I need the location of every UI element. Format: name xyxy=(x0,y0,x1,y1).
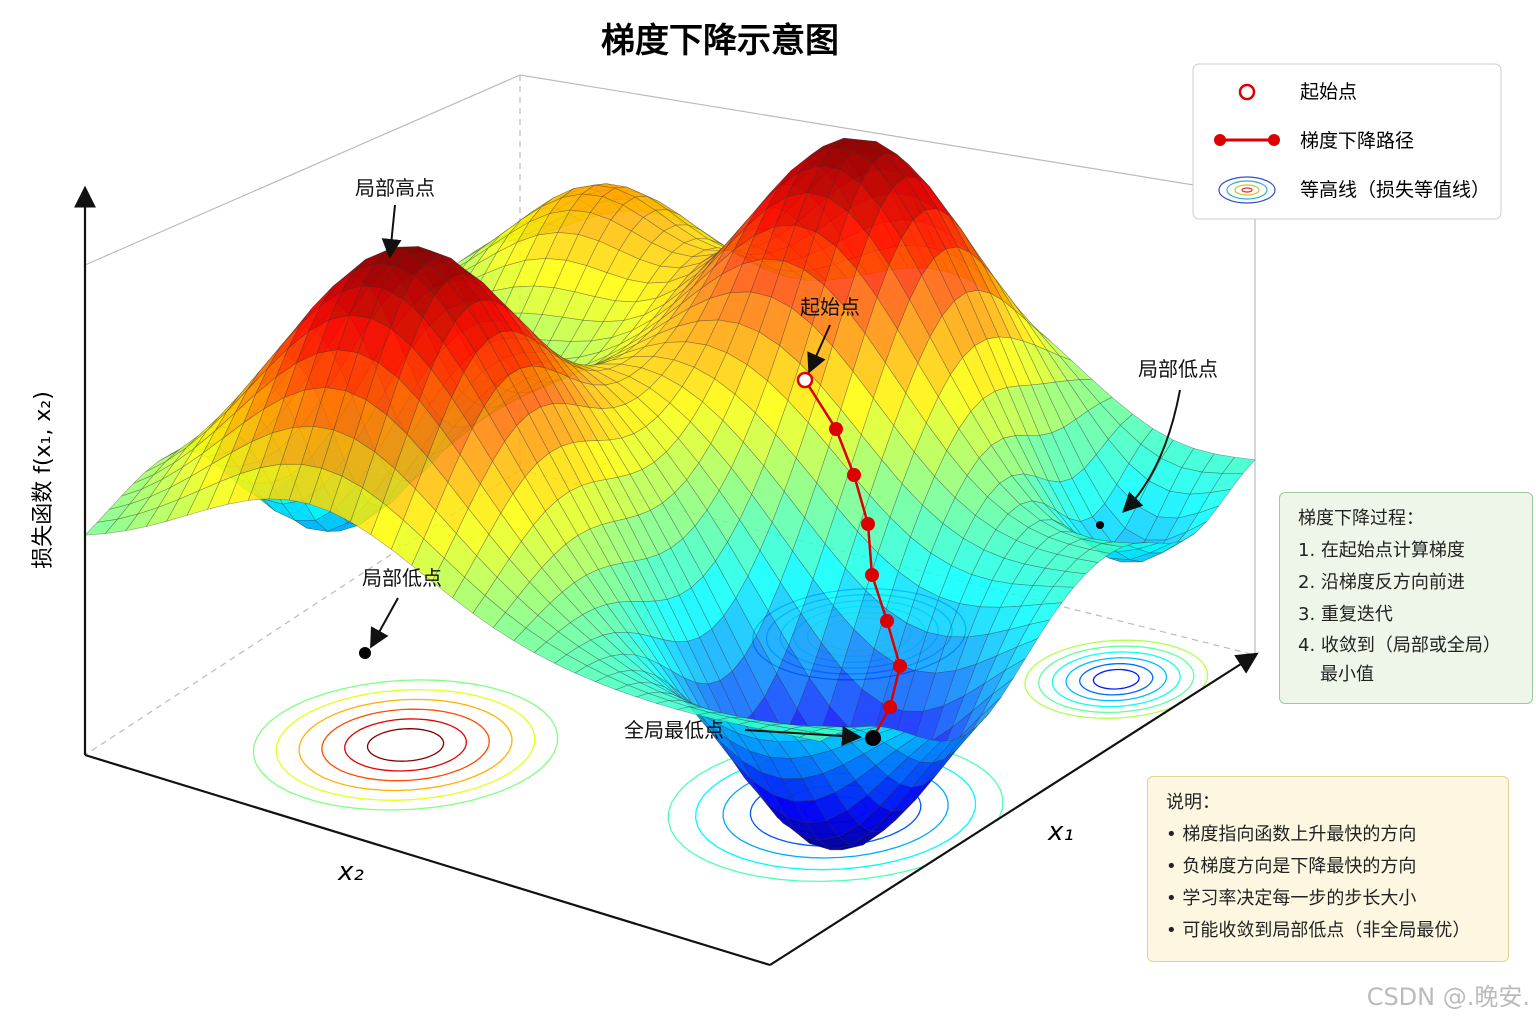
process-item: 3. 重复迭代 xyxy=(1298,604,1393,625)
contour xyxy=(275,688,536,801)
z-axis-label: 损失函数 f(x₁, x₂) xyxy=(31,391,56,569)
process-box: 梯度下降过程： 1. 在起始点计算梯度 2. 沿梯度反方向前进 3. 重复迭代 … xyxy=(1279,492,1533,704)
contour xyxy=(252,679,559,811)
contour xyxy=(1038,645,1195,714)
annotation-arrows xyxy=(370,204,1181,746)
contour xyxy=(298,698,513,792)
watermark: CSDN @.晚安. xyxy=(1367,983,1530,1011)
contour xyxy=(1065,657,1168,702)
notes-item: • 负梯度方向是下降最快的方向 xyxy=(1166,856,1417,877)
legend-entry: 等高线（损失等值线） xyxy=(1300,179,1490,201)
x1-axis-label: x₁ xyxy=(1047,817,1074,847)
contour xyxy=(1024,639,1209,719)
contour xyxy=(366,728,445,762)
gradient-path xyxy=(359,371,1104,746)
annotation: 局部低点 xyxy=(1138,357,1218,381)
contour xyxy=(1079,662,1154,696)
annotation: 局部高点 xyxy=(355,176,435,200)
legend: 起始点 梯度下降路径 等高线（损失等值线） xyxy=(1192,63,1502,220)
process-title: 梯度下降过程： xyxy=(1298,508,1424,529)
process-item: 4. 收敛到（局部或全局）最小值 xyxy=(1298,635,1501,685)
annotation: 局部低点 xyxy=(362,566,442,590)
axes xyxy=(74,185,1259,967)
notes-item: • 可能收敛到局部低点（非全局最优） xyxy=(1166,920,1471,941)
legend-entry: 梯度下降路径 xyxy=(1300,130,1414,152)
title: 梯度下降示意图 xyxy=(601,21,839,61)
annotation: 全局最低点 xyxy=(624,718,724,742)
x2-axis-label: x₂ xyxy=(337,857,364,887)
process-item: 1. 在起始点计算梯度 xyxy=(1298,540,1465,561)
notes-title: 说明： xyxy=(1166,792,1220,813)
process-item: 2. 沿梯度反方向前进 xyxy=(1298,572,1465,593)
annotation: 起始点 xyxy=(800,295,860,319)
notes-item: • 学习率决定每一步的步长大小 xyxy=(1166,888,1417,909)
notes-item: • 梯度指向函数上升最快的方向 xyxy=(1166,824,1417,845)
contour xyxy=(1051,651,1181,708)
contour xyxy=(321,708,490,782)
contour xyxy=(1092,668,1140,690)
legend-entry: 起始点 xyxy=(1300,81,1357,103)
surface xyxy=(84,137,1256,851)
notes-box: 说明： • 梯度指向函数上升最快的方向 • 负梯度方向是下降最快的方向 • 学习… xyxy=(1147,776,1509,962)
contour xyxy=(344,718,468,772)
